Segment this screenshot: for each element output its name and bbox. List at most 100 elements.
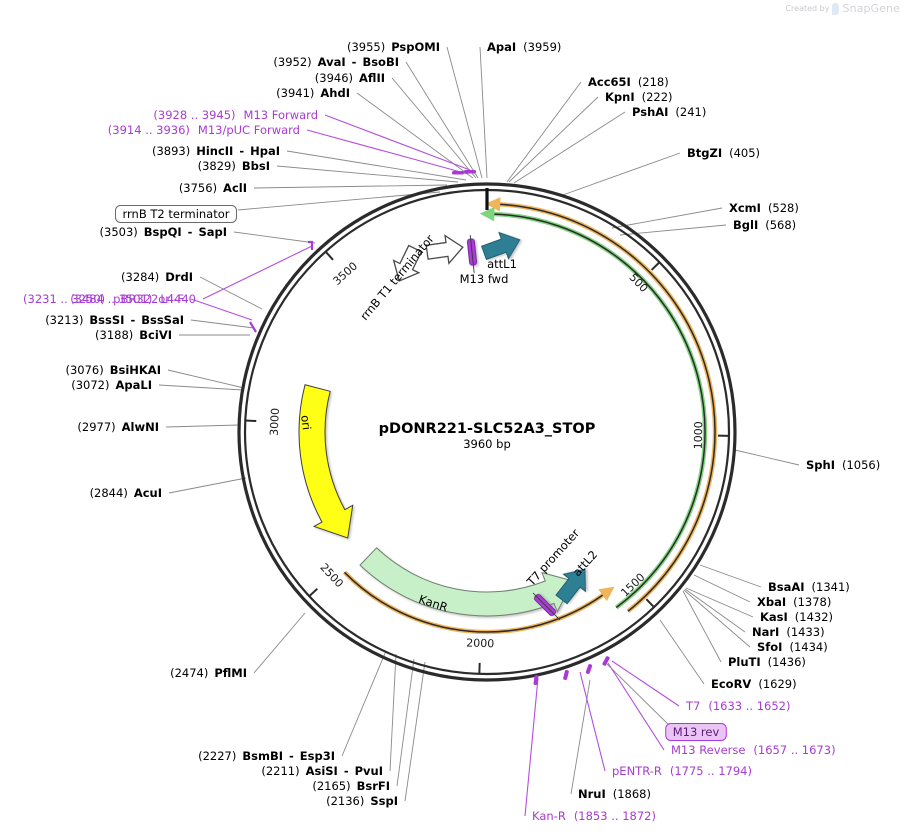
boxed-label-M13 rev[interactable]: M13 rev bbox=[665, 723, 727, 741]
primer-mark-2[interactable] bbox=[563, 669, 569, 681]
enzyme-name: PvuI bbox=[355, 764, 383, 778]
primer-mark-3[interactable] bbox=[533, 674, 539, 686]
enzyme-label-BtgZI[interactable]: BtgZI (405) bbox=[687, 146, 760, 160]
enzyme-name: AlwNI bbox=[122, 420, 159, 434]
enzyme-name: XbaI bbox=[757, 595, 786, 609]
feature-M13 fwd[interactable] bbox=[466, 235, 478, 274]
feature-attL2[interactable] bbox=[551, 561, 596, 608]
leader-PshAI bbox=[513, 111, 626, 184]
leader-BsaAI bbox=[699, 564, 762, 588]
enzyme-label-SfoI[interactable]: SfoI (1434) bbox=[757, 640, 828, 654]
enzyme-position: (3072) bbox=[71, 378, 109, 392]
enzyme-label-AflII[interactable]: (3946) AflII bbox=[315, 71, 385, 85]
enzyme-label-PspOMI[interactable]: (3955) PspOMI bbox=[347, 40, 440, 54]
primer-label-M13 Reverse[interactable]: M13 Reverse (1657 .. 1673) bbox=[671, 743, 836, 757]
leader-rrnb-t2 bbox=[237, 191, 441, 211]
enzyme-position: (1629) bbox=[758, 677, 796, 691]
enzyme-label-PluTI[interactable]: PluTI (1436) bbox=[728, 655, 806, 669]
leader-XbaI bbox=[693, 574, 751, 603]
primer-mark-pbr322[interactable] bbox=[249, 321, 257, 333]
enzyme-position: (1434) bbox=[789, 640, 827, 654]
enzyme-label-XbaI[interactable]: XbaI (1378) bbox=[757, 595, 831, 609]
enzyme-name: BspQI bbox=[144, 225, 182, 239]
enzyme-label-AhdI[interactable]: (3941) AhdI bbox=[276, 86, 350, 100]
primer-label-pENTR-R[interactable]: pENTR-R (1775 .. 1794) bbox=[612, 764, 752, 778]
enzyme-label-BciVI[interactable]: (3188) BciVI bbox=[95, 328, 172, 342]
enzyme-position: (1341) bbox=[812, 580, 850, 594]
tick-label-2000: 2000 bbox=[466, 636, 494, 650]
boxed-label-rrnB T2 terminator[interactable]: rrnB T2 terminator bbox=[115, 205, 237, 223]
primer-text: pBR322ori-F bbox=[113, 292, 184, 306]
feature-ori[interactable] bbox=[298, 384, 354, 539]
feature-attL1[interactable] bbox=[479, 227, 524, 266]
primer-label-M13/pUC Forward[interactable]: (3914 .. 3936) M13/pUC Forward bbox=[108, 123, 300, 137]
enzyme-label-AclI[interactable]: (3756) AclI bbox=[179, 181, 247, 195]
leader-M13/pUC Forward bbox=[306, 129, 469, 175]
enzyme-label-AsiSI[interactable]: (2211) AsiSI - PvuI bbox=[261, 764, 383, 778]
arc-arrowhead bbox=[485, 197, 501, 212]
enzyme-position: (1378) bbox=[793, 595, 831, 609]
enzyme-label-SphI[interactable]: SphI (1056) bbox=[806, 458, 880, 472]
primer-label-pBR322ori-F[interactable]: (3231 .. 3250) pBR322ori-F bbox=[23, 292, 184, 306]
primer-mark-l4440[interactable] bbox=[308, 240, 314, 250]
plasmid-size: 3960 bp bbox=[463, 437, 511, 451]
leader-BsiHKAI bbox=[167, 369, 245, 389]
leader-pBR322ori-F bbox=[190, 298, 253, 321]
enzyme-name: SphI bbox=[806, 458, 835, 472]
enzyme-label-XcmI[interactable]: XcmI (528) bbox=[729, 201, 799, 215]
enzyme-position: (218) bbox=[638, 75, 669, 89]
enzyme-name: BsaAI bbox=[768, 580, 805, 594]
feature-rrnB T1 terminator a[interactable] bbox=[387, 242, 428, 287]
enzyme-name: NruI bbox=[578, 787, 606, 801]
primer-label-L4440[interactable]: (3484 .. 3501) L4440 bbox=[70, 292, 196, 306]
feature-rrnB T1 terminator b[interactable] bbox=[425, 233, 465, 266]
leader-HincII bbox=[286, 150, 467, 181]
enzyme-position: (3076) bbox=[65, 363, 103, 377]
enzyme-label-AlwNI[interactable]: (2977) AlwNI bbox=[77, 420, 159, 434]
enzyme-label-NruI[interactable]: NruI (1868) bbox=[578, 787, 651, 801]
primer-mark-top-1[interactable] bbox=[464, 170, 476, 174]
leader-lines bbox=[158, 46, 800, 817]
arc-arrowhead bbox=[479, 206, 495, 222]
primer-mark-top-0[interactable] bbox=[452, 171, 464, 175]
enzyme-label-BsmBI[interactable]: (2227) BsmBI - Esp3I bbox=[198, 749, 335, 763]
enzyme-label-SspI[interactable]: (2136) SspI bbox=[326, 794, 398, 808]
enzyme-label-DrdI[interactable]: (3284) DrdI bbox=[121, 270, 193, 284]
enzyme-name: PspOMI bbox=[391, 40, 440, 54]
primer-mark-0[interactable] bbox=[602, 656, 610, 667]
enzyme-label-BsaAI[interactable]: BsaAI (1341) bbox=[768, 580, 850, 594]
leader-Acc65I bbox=[506, 81, 582, 183]
enzyme-label-KpnI[interactable]: KpnI (222) bbox=[605, 90, 673, 104]
primer-label-Kan-R[interactable]: Kan-R (1853 .. 1872) bbox=[532, 809, 656, 823]
enzyme-label-BsrFI[interactable]: (2165) BsrFI bbox=[312, 779, 390, 793]
enzyme-label-BssSI[interactable]: (3213) BssSI - BssSaI bbox=[45, 313, 184, 327]
enzyme-label-KasI[interactable]: KasI (1432) bbox=[760, 610, 833, 624]
enzyme-label-Acc65I[interactable]: Acc65I (218) bbox=[588, 75, 669, 89]
enzyme-label-BbsI[interactable]: (3829) BbsI bbox=[198, 159, 270, 173]
enzyme-name: BssSaI bbox=[141, 313, 184, 327]
enzyme-label-BsiHKAI[interactable]: (3076) BsiHKAI bbox=[65, 363, 161, 377]
primer-mark-1[interactable] bbox=[585, 664, 593, 675]
enzyme-label-PshAI[interactable]: PshAI (241) bbox=[632, 105, 706, 119]
enzyme-label-ApaI[interactable]: ApaI (3959) bbox=[487, 40, 561, 54]
enzyme-label-NarI[interactable]: NarI (1433) bbox=[752, 625, 825, 639]
primer-label-T7[interactable]: T7 (1633 .. 1652) bbox=[685, 699, 790, 713]
enzyme-name: BtgZI bbox=[687, 146, 722, 160]
enzyme-name: DrdI bbox=[165, 270, 193, 284]
leader-AclI bbox=[253, 184, 448, 189]
enzyme-position: (3946) bbox=[315, 71, 353, 85]
feature-T7 promoter[interactable] bbox=[531, 591, 563, 623]
enzyme-name: PluTI bbox=[728, 655, 761, 669]
leader-AflII bbox=[391, 77, 477, 179]
primer-label-M13 Forward[interactable]: (3928 .. 3945) M13 Forward bbox=[153, 108, 318, 122]
enzyme-label-BspQI[interactable]: (3503) BspQI - SapI bbox=[100, 225, 227, 239]
enzyme-label-AcuI[interactable]: (2844) AcuI bbox=[90, 486, 162, 500]
enzyme-label-ApaLI[interactable]: (3072) ApaLI bbox=[71, 378, 152, 392]
enzyme-label-AvaI[interactable]: (3952) AvaI - BsoBI bbox=[273, 55, 399, 69]
enzyme-name: SapI bbox=[198, 225, 227, 239]
enzyme-label-HincII[interactable]: (3893) HincII - HpaI bbox=[152, 144, 280, 158]
enzyme-label-EcoRV[interactable]: EcoRV (1629) bbox=[711, 677, 797, 691]
enzyme-label-BglI[interactable]: BglI (568) bbox=[733, 218, 796, 232]
enzyme-label-PflMI[interactable]: (2474) PflMI bbox=[170, 666, 247, 680]
primer-text: L4440 bbox=[160, 292, 196, 306]
